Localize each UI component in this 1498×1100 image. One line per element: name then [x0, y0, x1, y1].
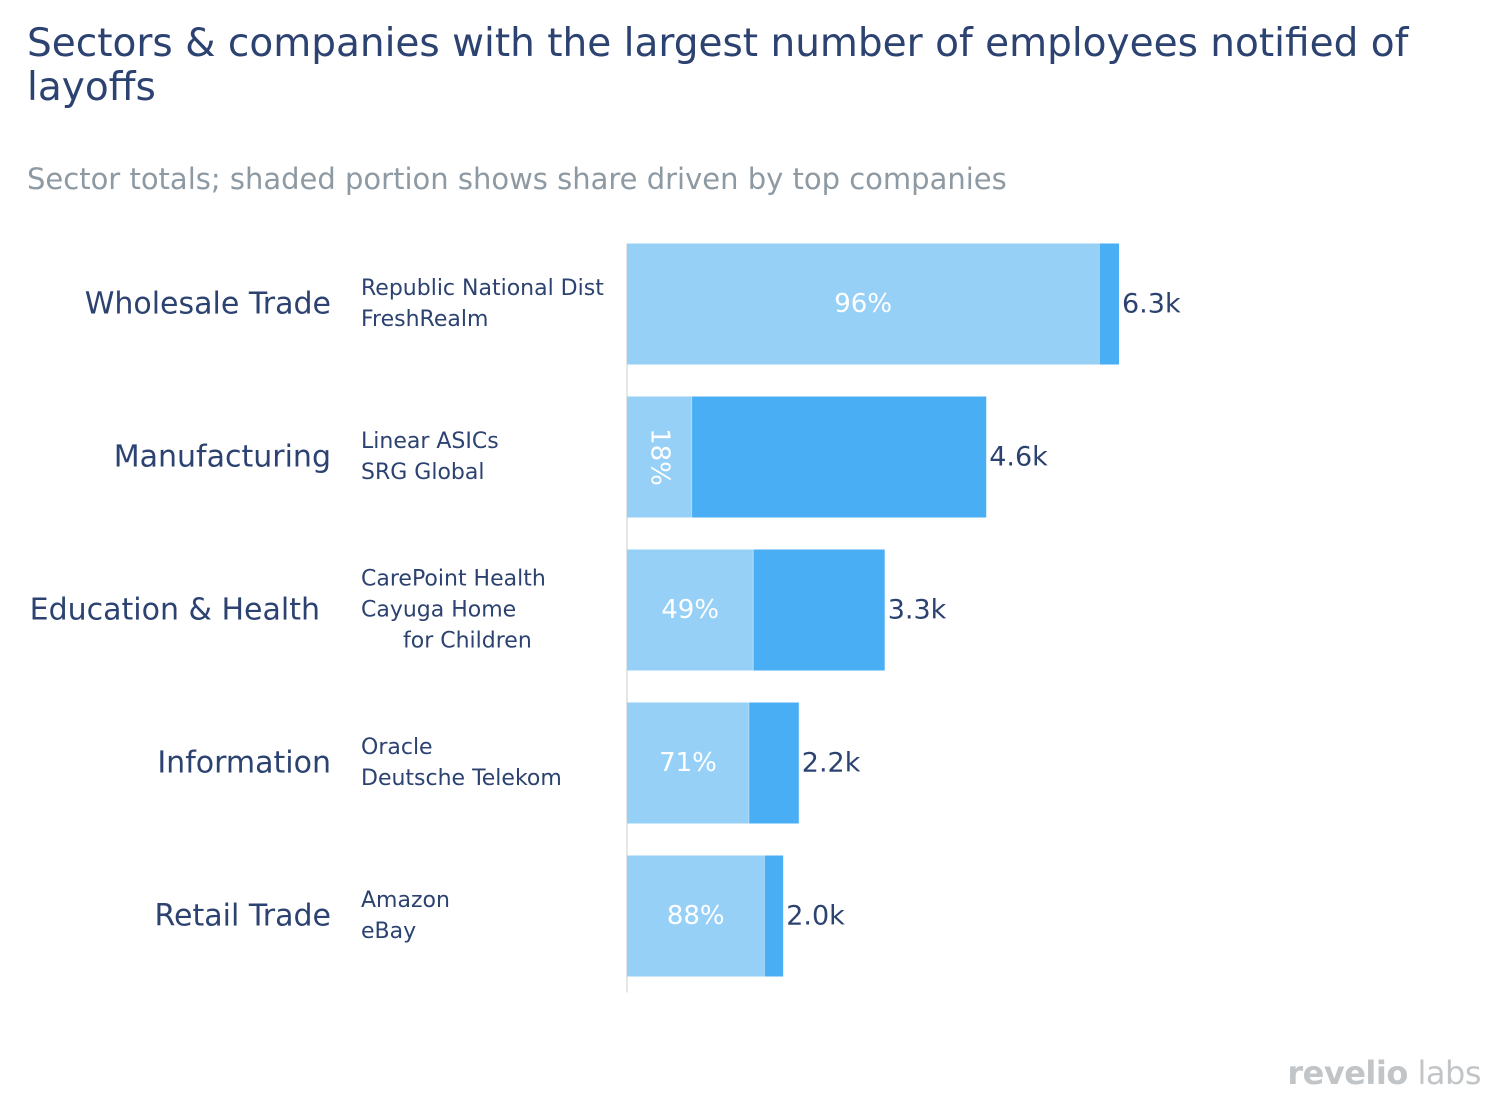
chart-title: Sectors & companies with the largest num… [27, 21, 1409, 110]
company-label: Republic National Dist [361, 276, 604, 301]
company-label: Deutsche Telekom [361, 766, 562, 791]
company-label: Oracle [361, 735, 433, 760]
total-label: 2.2k [802, 748, 861, 779]
company-label: Amazon [361, 888, 450, 913]
bar-other [764, 855, 784, 977]
company-label: CarePoint Health [361, 567, 546, 592]
sector-label: Wholesale Trade [85, 287, 331, 322]
total-label: 2.0k [786, 901, 845, 932]
bar-other [753, 549, 885, 671]
bar-top-companies [627, 702, 749, 824]
total-label: 4.6k [989, 442, 1048, 473]
bar-top-companies [627, 396, 692, 518]
bar-other [748, 702, 799, 824]
company-label: SRG Global [361, 460, 484, 485]
bar-top-companies [627, 549, 754, 671]
share-label: 96% [834, 289, 892, 319]
bar-other [1099, 243, 1119, 365]
company-label: Linear ASICs [361, 429, 499, 454]
total-label: 6.3k [1122, 289, 1181, 320]
company-label: eBay [361, 919, 416, 944]
company-label: Cayuga Home [361, 598, 516, 623]
sector-label: Manufacturing [114, 440, 331, 475]
sector-label: Retail Trade [155, 899, 331, 934]
share-label: 88% [667, 901, 725, 931]
share-label: 71% [659, 748, 717, 778]
bar-other [691, 396, 987, 518]
bar-top-companies [627, 855, 765, 977]
total-label: 3.3k [888, 595, 947, 626]
chart-subtitle: Sector totals; shaded portion shows shar… [27, 162, 1007, 196]
brand-logo: revelio labs [1287, 1055, 1481, 1091]
sector-label: Information [157, 746, 331, 781]
company-label: for Children [403, 629, 532, 654]
share-label: 49% [661, 595, 719, 625]
brand-logo-part2: labs [1407, 1054, 1482, 1092]
company-label: FreshRealm [361, 307, 488, 332]
bar-top-companies [627, 243, 1100, 365]
brand-logo-part1: revelio [1287, 1054, 1408, 1092]
share-label: 18% [644, 428, 674, 486]
sector-label: Education & Health [30, 593, 320, 628]
